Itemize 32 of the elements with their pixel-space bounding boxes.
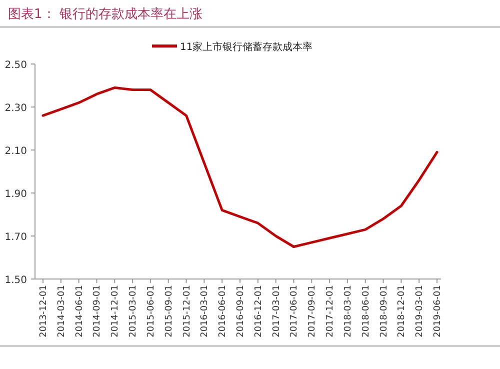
- x-tick-label: 2013-12-01: [39, 285, 49, 338]
- y-tick-label: 2.10: [4, 146, 27, 157]
- x-tick-label: 2014-03-01: [56, 285, 67, 338]
- x-tick-label: 2018-09-01: [379, 285, 390, 338]
- x-tick-label: 2019-06-01: [433, 285, 443, 338]
- line-series: [42, 86, 438, 248]
- legend-label: 11家上市银行储蓄存款成本率: [180, 41, 313, 53]
- x-tick-label: 2017-06-01: [290, 285, 300, 338]
- x-tick-label: 2017-03-01: [272, 285, 282, 338]
- x-tick-label: 2015-06-01: [146, 285, 156, 338]
- x-tick-label: 2014-12-01: [110, 285, 121, 338]
- x-tick-label: 2016-06-01: [218, 285, 228, 338]
- x-tick-label: 2014-06-01: [74, 285, 85, 338]
- x-tick-label: 2015-12-01: [182, 285, 192, 338]
- x-tick-label: 2018-12-01: [397, 285, 408, 338]
- chart-title: 图表1： 银行的存款成本率在上涨: [8, 6, 202, 22]
- y-tick-label: 1.50: [4, 275, 27, 286]
- x-tick-label: 2018-06-01: [361, 285, 372, 338]
- x-tick-label: 2015-03-01: [128, 285, 139, 338]
- x-tick-label: 2017-12-01: [326, 285, 336, 338]
- x-tick-label: 2017-09-01: [308, 285, 318, 338]
- y-tick-label: 1.70: [4, 232, 27, 243]
- x-tick-label: 2019-03-01: [415, 285, 426, 338]
- y-tick-label: 2.50: [4, 60, 27, 71]
- x-tick-label: 2016-09-01: [236, 285, 246, 338]
- x-tick-label: 2018-03-01: [343, 285, 354, 338]
- y-tick-label: 2.30: [4, 103, 27, 114]
- x-tick-label: 2016-03-01: [200, 285, 210, 338]
- x-tick-label: 2016-12-01: [254, 285, 264, 338]
- x-tick-label: 2015-09-01: [164, 285, 174, 338]
- y-tick-label: 1.90: [4, 189, 27, 200]
- x-tick-label: 2014-09-01: [92, 285, 103, 338]
